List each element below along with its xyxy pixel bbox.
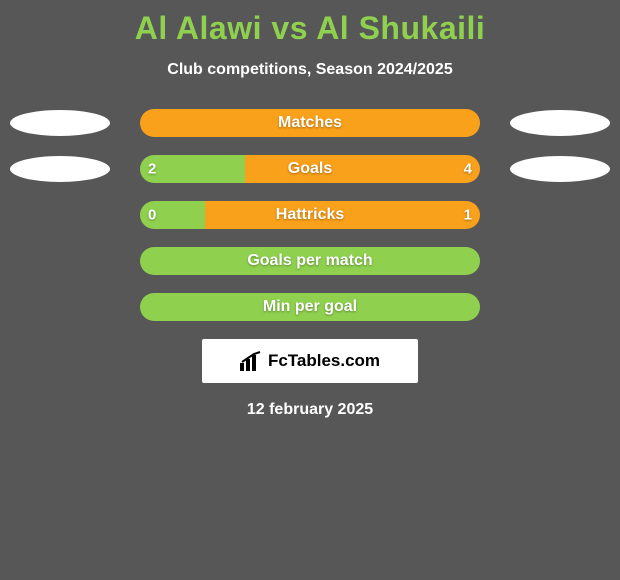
- page-title: Al Alawi vs Al Shukaili: [135, 10, 486, 47]
- stat-bar: Goals per match: [140, 247, 480, 275]
- chart-icon: [240, 351, 262, 371]
- stat-bar-left: [140, 155, 245, 183]
- player-left-marker: [10, 156, 110, 182]
- branding-text: FcTables.com: [268, 351, 380, 371]
- stat-row: Goals per match: [0, 247, 620, 275]
- page-subtitle: Club competitions, Season 2024/2025: [167, 61, 452, 79]
- player-right-marker: [510, 156, 610, 182]
- stat-bar-right: [205, 201, 480, 229]
- stat-bar: Min per goal: [140, 293, 480, 321]
- player-right-marker: [510, 110, 610, 136]
- stat-bar-right: [140, 109, 480, 137]
- stat-bar-left: [140, 293, 480, 321]
- stat-bar: Hattricks01: [140, 201, 480, 229]
- stat-bar: Goals24: [140, 155, 480, 183]
- stat-bar-right: [245, 155, 480, 183]
- branding-badge: FcTables.com: [202, 339, 418, 383]
- page-root: Al Alawi vs Al Shukaili Club competition…: [0, 0, 620, 580]
- stat-row: Hattricks01: [0, 201, 620, 229]
- stat-row: Goals24: [0, 155, 620, 183]
- stat-bar-left: [140, 247, 480, 275]
- stat-bar: Matches: [140, 109, 480, 137]
- stat-row: Min per goal: [0, 293, 620, 321]
- player-left-marker: [10, 110, 110, 136]
- comparison-chart: Matches Goals24 Hattricks01 Goals per match…: [0, 109, 620, 321]
- stat-bar-left: [140, 201, 205, 229]
- date-text: 12 february 2025: [247, 401, 373, 419]
- stat-row: Matches: [0, 109, 620, 137]
